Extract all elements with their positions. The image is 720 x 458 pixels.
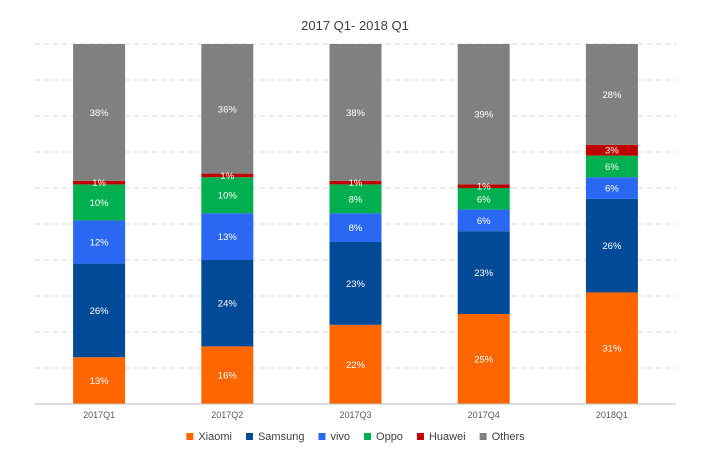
bar-segment-samsung-2017q2: [201, 260, 254, 347]
data-label: 38%: [346, 108, 366, 119]
data-label: 3%: [605, 146, 619, 157]
bar-segment-others-2017q4: [457, 44, 510, 185]
data-label: 13%: [218, 232, 238, 243]
legend-item-huawei: Huawei: [416, 431, 466, 443]
bar-segment-samsung-2018q1: [585, 198, 638, 293]
bar-segment-vivo-2017q2: [201, 213, 254, 260]
data-label: 13%: [90, 376, 110, 387]
x-tick-label: 2017Q4: [468, 410, 500, 420]
legend-item-vivo: vivo: [318, 431, 350, 443]
gridlines: [35, 43, 676, 369]
legend-swatch: [186, 433, 194, 440]
legend-swatch: [318, 433, 326, 440]
data-label: 1%: [92, 178, 106, 189]
legend-item-oppo: Oppo: [364, 431, 403, 443]
x-tick-label: 2017Q1: [83, 410, 115, 420]
bar-segment-samsung-2017q1: [73, 263, 126, 358]
bar-segment-vivo-2017q1: [73, 220, 126, 264]
data-label: 25%: [474, 355, 494, 366]
legend-label: Others: [492, 431, 526, 443]
chart-title: 2017 Q1- 2018 Q1: [301, 18, 409, 33]
bar-segment-vivo-2017q4: [457, 209, 510, 232]
bar-segment-huawei-2017q4: [457, 184, 510, 188]
bar-segment-huawei-2018q1: [585, 144, 638, 156]
data-label: 36%: [218, 104, 238, 115]
data-label: 6%: [605, 184, 619, 195]
data-label: 16%: [218, 371, 238, 382]
x-tick-label: 2017Q3: [339, 410, 371, 420]
legend-label: Oppo: [376, 431, 403, 443]
legend-item-others: Others: [479, 431, 526, 443]
bar-segment-samsung-2017q3: [329, 242, 382, 325]
bar-segment-xiaomi-2017q2: [201, 346, 254, 404]
bar-segment-xiaomi-2017q4: [457, 314, 510, 404]
data-label: 31%: [602, 344, 622, 355]
legend: Xiaomi Samsung vivo Oppo Huawei Others: [186, 431, 525, 443]
legend-swatch: [245, 433, 253, 440]
bar-segment-oppo-2017q1: [73, 184, 126, 221]
bar-segment-others-2017q1: [73, 44, 126, 181]
data-label: 39%: [474, 110, 494, 121]
data-label: 10%: [90, 198, 110, 209]
data-label: 22%: [346, 360, 366, 371]
data-label: 24%: [218, 299, 238, 310]
data-label: 1%: [349, 178, 363, 189]
x-axis-ticks: 2017Q1 2017Q2 2017Q3 2017Q4 2018Q1: [83, 410, 628, 420]
bar-segment-oppo-2017q3: [329, 184, 382, 214]
bar-segment-others-2017q2: [201, 44, 254, 174]
data-label: 23%: [474, 268, 494, 279]
data-labels: 13% 26% 12% 10% 1% 38% 16% 24% 13% 10% 1% 36% 22% 23%…: [90, 90, 622, 387]
data-label: 38%: [90, 108, 110, 119]
bar-segment-vivo-2018q1: [585, 177, 638, 199]
x-tick-label: 2017Q2: [211, 410, 243, 420]
data-label: 6%: [477, 216, 491, 227]
bar-segment-oppo-2018q1: [585, 155, 638, 178]
data-label: 10%: [218, 191, 238, 202]
data-label: 26%: [602, 241, 622, 252]
data-label: 23%: [346, 279, 366, 290]
bars: [73, 44, 638, 404]
data-label: 6%: [605, 162, 619, 173]
x-tick-label: 2018Q1: [596, 410, 628, 420]
bar-segment-huawei-2017q1: [73, 180, 126, 185]
bar-segment-xiaomi-2017q1: [73, 357, 126, 404]
legend-swatch: [364, 433, 372, 440]
bar-segment-xiaomi-2018q1: [585, 292, 638, 404]
bar-segment-oppo-2017q4: [457, 188, 510, 210]
bar-segment-huawei-2017q3: [329, 180, 382, 185]
legend-swatch: [479, 433, 487, 440]
bar-segment-oppo-2017q2: [201, 177, 254, 214]
bar-segment-others-2018q1: [585, 44, 638, 145]
bar-segment-huawei-2017q2: [201, 173, 254, 178]
data-label: 8%: [349, 223, 363, 234]
bar-segment-xiaomi-2017q3: [329, 324, 382, 404]
data-label: 1%: [477, 182, 491, 193]
bar-segment-vivo-2017q3: [329, 213, 382, 242]
legend-item-xiaomi: Xiaomi: [186, 431, 232, 443]
data-label: 8%: [349, 194, 363, 205]
legend-label: Xiaomi: [198, 431, 232, 443]
legend-label: Huawei: [429, 431, 466, 443]
data-label: 6%: [477, 194, 491, 205]
data-label: 26%: [90, 306, 110, 317]
bar-segment-samsung-2017q4: [457, 231, 510, 314]
legend-label: vivo: [330, 431, 350, 443]
data-label: 1%: [220, 171, 234, 182]
data-label: 12%: [90, 238, 110, 249]
legend-item-samsung: Samsung: [245, 431, 304, 443]
legend-swatch: [416, 433, 424, 440]
bar-segment-others-2017q3: [329, 44, 382, 181]
legend-label: Samsung: [258, 431, 304, 443]
data-label: 28%: [602, 90, 622, 101]
